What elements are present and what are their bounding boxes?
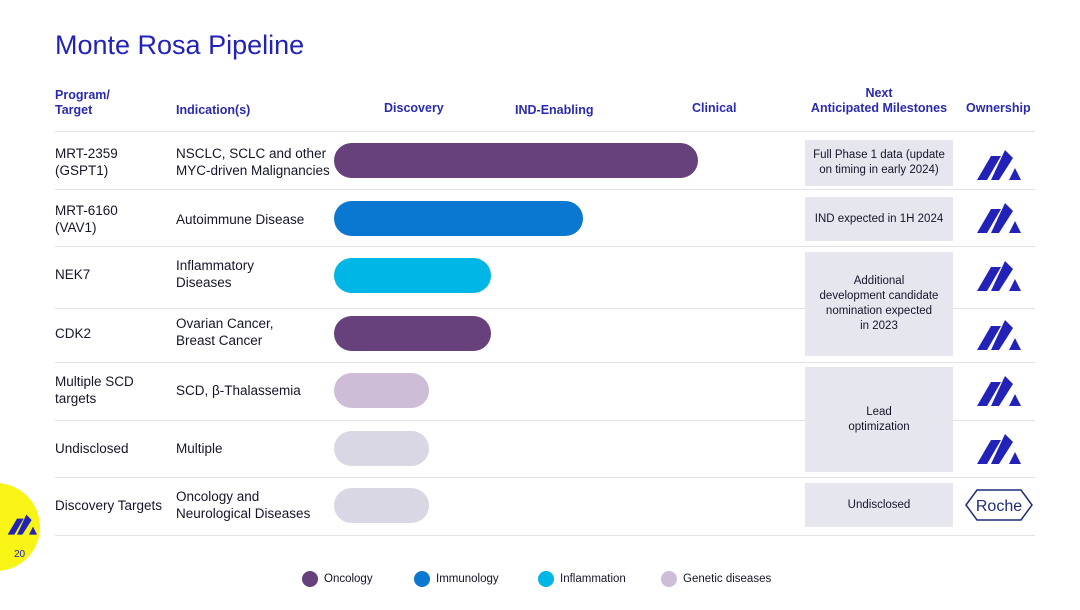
row-divider <box>55 246 1035 247</box>
progress-bar-nek7 <box>334 258 491 293</box>
legend-dot <box>302 571 318 587</box>
header-clinical: Clinical <box>692 101 737 115</box>
legend-oncology: Oncology <box>302 571 373 587</box>
milestone-scd-undisclosed: Lead optimization <box>805 367 953 472</box>
row-divider <box>55 308 1035 309</box>
progress-bar-mrt-2359 <box>334 143 698 178</box>
legend-genetic-diseases: Genetic diseases <box>661 571 771 587</box>
legend-label: Oncology <box>324 573 373 585</box>
header-ind-enabling: IND-Enabling <box>515 103 594 117</box>
progress-bar-discovery-targets <box>334 488 429 523</box>
row-divider <box>55 189 1035 190</box>
program-discovery-targets: Discovery Targets <box>55 498 163 513</box>
indication-cdk2: Ovarian Cancer, Breast Cancer <box>176 316 274 348</box>
legend-dot <box>414 571 430 587</box>
indication-discovery-targets: Oncology and Neurological Diseases <box>176 489 311 521</box>
header-milestones: Next Anticipated Milestones <box>810 86 948 115</box>
progress-bar-multiple-scd <box>334 373 429 408</box>
header-ownership: Ownership <box>966 101 1031 115</box>
row-divider <box>55 420 1035 421</box>
legend-label: Inflammation <box>560 573 626 585</box>
monte-rosa-logo-icon <box>977 203 1021 233</box>
monte-rosa-logo-icon <box>977 261 1021 291</box>
page-title: Monte Rosa Pipeline <box>55 30 305 60</box>
row-divider <box>55 477 1035 478</box>
header-discovery: Discovery <box>384 101 444 115</box>
program-multiple-scd: Multiple SCD targets <box>55 374 134 406</box>
progress-bar-cdk2 <box>334 316 491 351</box>
monte-rosa-logo-icon <box>7 514 37 535</box>
program-mrt-2359: MRT-2359 (GSPT1) <box>55 146 118 178</box>
program-undisclosed: Undisclosed <box>55 441 129 456</box>
milestone-mrt-2359: Full Phase 1 data (update on timing in e… <box>805 140 953 186</box>
monte-rosa-logo-icon <box>977 320 1021 350</box>
indication-undisclosed: Multiple <box>176 441 223 456</box>
row-divider <box>55 362 1035 363</box>
monte-rosa-logo-icon <box>977 434 1021 464</box>
indication-mrt-6160: Autoimmune Disease <box>176 212 305 227</box>
legend-label: Genetic diseases <box>683 573 772 585</box>
legend-dot <box>538 571 554 587</box>
indication-multiple-scd: SCD, β-Thalassemia <box>176 383 301 398</box>
legend-inflammation: Inflammation <box>538 571 626 587</box>
program-mrt-6160: MRT-6160 (VAV1) <box>55 203 118 235</box>
roche-logo-text: Roche <box>976 498 1022 515</box>
row-divider <box>55 131 1035 132</box>
indication-nek7: Inflammatory Diseases <box>176 258 255 290</box>
legend-label: Immunology <box>436 573 499 585</box>
progress-bar-undisclosed <box>334 431 429 466</box>
page-number: 20 <box>14 549 26 560</box>
roche-logo: Roche <box>965 489 1033 521</box>
milestone-nek7-cdk2: Additional development candidate nominat… <box>805 252 953 356</box>
program-nek7: NEK7 <box>55 267 91 282</box>
indication-mrt-2359: NSCLC, SCLC and other MYC-driven Maligna… <box>176 146 330 178</box>
legend-immunology: Immunology <box>414 571 499 587</box>
milestone-mrt-6160: IND expected in 1H 2024 <box>805 197 953 241</box>
header-program: Program/ Target <box>55 88 110 117</box>
progress-bar-mrt-6160 <box>334 201 583 236</box>
program-cdk2: CDK2 <box>55 326 92 341</box>
monte-rosa-logo-icon <box>977 150 1021 180</box>
header-indication: Indication(s) <box>176 103 251 117</box>
legend-dot <box>661 571 677 587</box>
row-divider <box>55 535 1035 536</box>
milestone-discovery-targets: Undisclosed <box>805 483 953 527</box>
monte-rosa-logo-icon <box>977 376 1021 406</box>
